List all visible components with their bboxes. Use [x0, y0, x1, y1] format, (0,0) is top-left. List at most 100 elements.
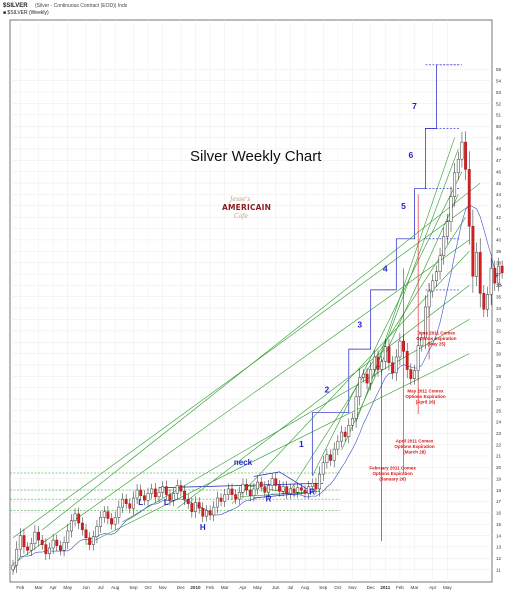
candle-body — [438, 255, 442, 272]
candle-body — [482, 293, 486, 310]
x-tick-label: Sep — [319, 585, 328, 590]
y-tick-label: 25 — [496, 408, 502, 413]
y-tick-label: 54 — [496, 79, 502, 84]
candle-body — [69, 520, 73, 532]
y-tick-label: 30 — [496, 351, 502, 356]
y-tick-label: 38 — [496, 260, 502, 265]
candle-body — [150, 488, 154, 494]
candle-body — [29, 543, 33, 551]
expiration-annotation: February 2011 Comex — [369, 466, 416, 471]
candle-body — [307, 486, 311, 494]
x-tick-label: 2011 — [380, 585, 390, 590]
candle-body — [219, 497, 223, 502]
candle-body — [102, 511, 106, 518]
x-tick-label: Mar — [221, 585, 229, 590]
trend-line — [12, 239, 470, 565]
candle-body — [84, 529, 88, 539]
candle-body — [117, 506, 121, 518]
y-tick-label: 42 — [496, 215, 502, 220]
x-tick-label: Aug — [301, 585, 310, 590]
candle-body — [128, 503, 132, 509]
expiration-annotation: June 2011 Comex — [418, 330, 456, 335]
y-tick-label: 14 — [496, 533, 502, 538]
candle-body — [267, 485, 270, 493]
candle-body — [186, 498, 190, 504]
trend-line — [12, 205, 470, 539]
candle-body — [18, 535, 22, 550]
candle-body — [493, 268, 497, 284]
wave-label: 4 — [383, 264, 388, 274]
americain-cafe-logo: Jesse's AMERICAIN Cafe — [222, 196, 271, 226]
x-tick-label: May — [63, 585, 72, 590]
x-tick-label: Jun — [82, 585, 90, 590]
x-tick-label: Aug — [111, 585, 120, 590]
chart-symbol: $SILVER — [3, 3, 28, 9]
x-tick-label: Apr — [50, 585, 58, 590]
candle-body — [110, 518, 113, 525]
candle-body — [241, 484, 245, 493]
candle-body — [434, 271, 438, 282]
candle-body — [431, 280, 435, 292]
candle-body — [91, 536, 95, 545]
candle-body — [409, 369, 413, 379]
candle-body — [77, 513, 81, 524]
candle-body — [365, 373, 369, 384]
logo-line-3: Cafe — [234, 213, 248, 220]
candle-body — [22, 535, 26, 548]
y-tick-label: 55 — [496, 67, 502, 72]
candle-body — [139, 489, 143, 496]
candle-body — [62, 542, 66, 551]
trend-line — [85, 353, 470, 545]
y-tick-label: 16 — [496, 511, 502, 516]
y-tick-label: 13 — [496, 545, 502, 550]
candle-body — [456, 158, 460, 174]
pattern-label: L — [138, 498, 143, 507]
candle-body — [449, 196, 453, 222]
y-tick-label: 41 — [496, 226, 502, 231]
x-tick-label: Jul — [98, 585, 104, 590]
candle-body — [157, 492, 161, 498]
candle-body — [270, 478, 274, 486]
wave-label: 1 — [299, 439, 304, 449]
x-tick-label: Nov — [348, 585, 357, 590]
y-tick-label: 48 — [496, 147, 502, 152]
candle-body — [168, 494, 172, 501]
y-tick-label: 53 — [496, 90, 502, 95]
candle-body — [380, 361, 384, 370]
candle-body — [66, 530, 70, 543]
chart-series-label: ■ $SILVER (Weekly) — [3, 10, 49, 16]
candle-body — [361, 373, 365, 378]
candle-body — [420, 337, 424, 346]
candle-body — [215, 497, 219, 508]
y-tick-label: 19 — [496, 476, 502, 481]
candle-body — [212, 506, 216, 516]
candle-body — [489, 268, 493, 295]
candle-body — [88, 537, 92, 545]
y-tick-label: 28 — [496, 374, 502, 379]
candle-body — [256, 481, 259, 490]
candle-body — [475, 252, 478, 277]
expiration-annotation: April 2011 Comex — [396, 438, 434, 443]
pattern-label: neck — [234, 458, 253, 467]
candle-body — [325, 454, 329, 463]
expiration-annotation: (May 25) — [427, 341, 446, 346]
candle-body — [274, 478, 278, 486]
candle-body — [351, 418, 354, 426]
x-tick-label: May — [253, 585, 262, 590]
y-tick-label: 12 — [496, 556, 502, 561]
y-tick-label: 15 — [496, 522, 502, 527]
trend-line — [366, 137, 455, 394]
candle-body — [51, 539, 55, 549]
y-tick-label: 52 — [496, 101, 502, 106]
candle-body — [99, 517, 103, 527]
x-tick-label: Feb — [16, 585, 24, 590]
candle-body — [205, 510, 208, 517]
y-tick-label: 49 — [496, 135, 502, 140]
candle-body — [142, 495, 146, 501]
candle-body — [234, 494, 238, 500]
candle-body — [37, 531, 40, 541]
wave-label: 7 — [412, 101, 417, 111]
candle-body — [310, 482, 314, 487]
candle-body — [497, 265, 500, 284]
